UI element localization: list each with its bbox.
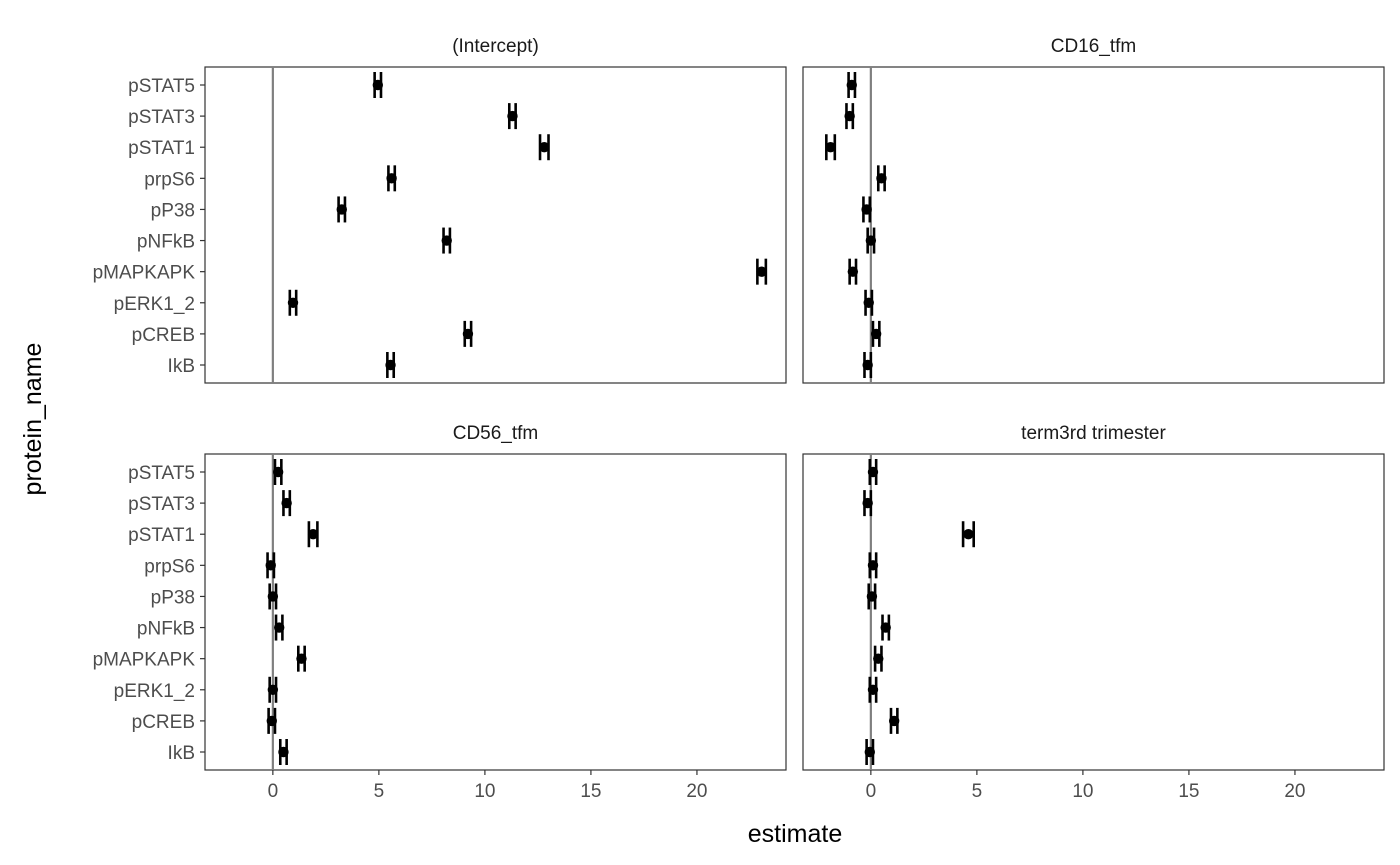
panel-1-point bbox=[441, 235, 452, 246]
panel-2-point bbox=[861, 204, 872, 215]
panel-4-point bbox=[867, 684, 879, 695]
panel-3-point bbox=[272, 466, 284, 478]
panel-3-point bbox=[266, 715, 277, 727]
panel-4-border bbox=[802, 453, 1385, 771]
panel-4-point bbox=[867, 466, 879, 478]
panel-4-point bbox=[867, 560, 879, 571]
panel-1-point bbox=[287, 297, 299, 308]
panel-1-ytick-label: pSTAT5 bbox=[128, 76, 195, 97]
panel-3-point bbox=[307, 529, 319, 540]
panel-4-xtick-label: 10 bbox=[1072, 781, 1093, 802]
panel-1-point bbox=[539, 142, 550, 153]
panel-1-point bbox=[507, 110, 518, 122]
panel-2-point bbox=[862, 359, 873, 371]
panel-3-ytick-label: pCREB bbox=[132, 712, 195, 733]
panel-1-ytick-label: pERK1_2 bbox=[114, 294, 195, 315]
panel-1-point bbox=[386, 173, 397, 184]
panel-3-ytick-label: IkB bbox=[168, 743, 195, 764]
panel-1-ytick-label: pSTAT1 bbox=[128, 138, 195, 159]
panel-3-point bbox=[281, 497, 292, 509]
panel-3-ytick-label: pERK1_2 bbox=[114, 681, 195, 702]
panel-1-border bbox=[204, 66, 787, 384]
panel-2-point bbox=[876, 173, 887, 184]
panel-1-ytick-label: pSTAT3 bbox=[128, 107, 195, 128]
panel-2-point bbox=[847, 266, 859, 277]
panel-4-point bbox=[862, 497, 873, 509]
panel-4-xtick-label: 5 bbox=[972, 781, 983, 802]
y-axis-label: protein_name bbox=[19, 343, 47, 496]
panel-1-point bbox=[462, 328, 474, 340]
panel-3-xtick-label: 10 bbox=[474, 781, 495, 802]
panel-1-ytick-label: IkB bbox=[168, 356, 195, 377]
panel-4-xtick-label: 15 bbox=[1178, 781, 1199, 802]
panel-2-point bbox=[844, 110, 855, 122]
panel-4-xtick-label: 0 bbox=[866, 781, 877, 802]
panel-4-point bbox=[963, 529, 974, 540]
panel-4-point bbox=[864, 746, 875, 758]
panel-4-xtick-label: 20 bbox=[1284, 781, 1305, 802]
panel-3-ytick-label: pSTAT5 bbox=[128, 463, 195, 484]
panel-2-border bbox=[802, 66, 1385, 384]
panel-2-point bbox=[863, 297, 874, 308]
panel-1-point bbox=[372, 79, 384, 91]
panel-4-point bbox=[873, 653, 884, 664]
panel-1-point bbox=[336, 204, 347, 215]
panel-3-ytick-label: prpS6 bbox=[144, 556, 195, 577]
panel-3-point bbox=[265, 560, 276, 571]
panel-2-point bbox=[846, 79, 857, 91]
panel-2-point bbox=[825, 142, 836, 153]
panel-2-point bbox=[865, 235, 877, 246]
panel-3-point bbox=[274, 622, 285, 633]
panel-3-ytick-label: pSTAT1 bbox=[128, 525, 195, 546]
panel-1-point bbox=[385, 359, 396, 371]
panel-1-point bbox=[756, 266, 767, 277]
panel-3-ytick-label: pP38 bbox=[151, 587, 195, 608]
panel-1-ytick-label: pP38 bbox=[151, 200, 195, 221]
panel-3-point bbox=[278, 746, 289, 758]
panel-3-title: CD56_tfm bbox=[453, 423, 539, 444]
panel-3-point bbox=[296, 653, 307, 664]
panel-4-title: term3rd trimester bbox=[1021, 423, 1166, 444]
panel-3-ytick-label: pNFkB bbox=[137, 619, 195, 640]
panel-3-xtick-label: 0 bbox=[268, 781, 279, 802]
panel-1-ytick-label: pCREB bbox=[132, 325, 195, 346]
panel-4-point bbox=[888, 715, 900, 727]
panel-1-ytick-label: pNFkB bbox=[137, 232, 195, 253]
panel-4-point bbox=[880, 622, 891, 633]
panel-3-border bbox=[204, 453, 787, 771]
panel-1-ytick-label: prpS6 bbox=[144, 169, 195, 190]
panel-3-xtick-label: 5 bbox=[374, 781, 385, 802]
panel-2-point bbox=[870, 328, 882, 340]
panel-1-ytick-label: pMAPKAPK bbox=[93, 263, 196, 284]
panel-4-point bbox=[866, 591, 878, 602]
panel-3-point bbox=[267, 684, 279, 695]
panel-1-title: (Intercept) bbox=[452, 36, 539, 57]
panel-3-xtick-label: 15 bbox=[580, 781, 601, 802]
panel-3-ytick-label: pSTAT3 bbox=[128, 494, 195, 515]
x-axis-label: estimate bbox=[748, 820, 842, 848]
panel-3-point bbox=[267, 591, 279, 602]
panel-3-ytick-label: pMAPKAPK bbox=[93, 650, 196, 671]
panel-3-xtick-label: 20 bbox=[686, 781, 707, 802]
panel-2-title: CD16_tfm bbox=[1051, 36, 1137, 57]
